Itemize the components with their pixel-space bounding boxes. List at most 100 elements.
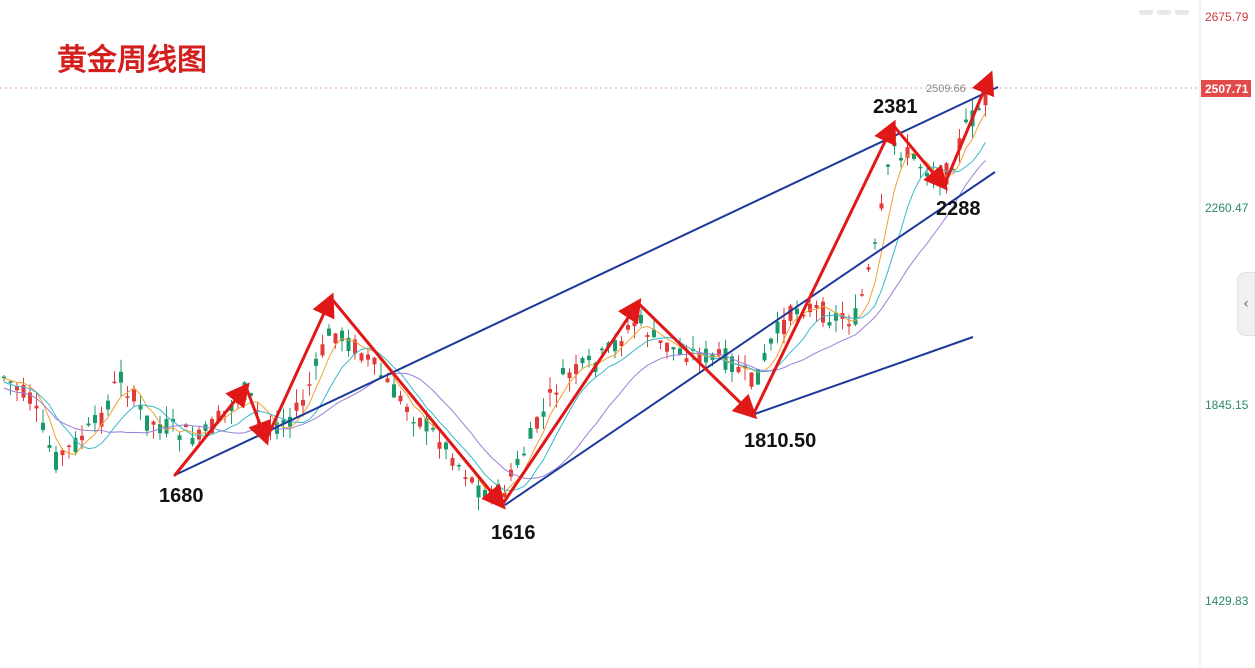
high-marker-label: 2509.66: [926, 83, 966, 95]
wave-arrow: [173, 382, 250, 477]
candle-body: [730, 356, 734, 373]
candle-body: [470, 477, 474, 483]
wave-arrow: [891, 123, 948, 191]
candle-body: [678, 348, 682, 355]
candle-body: [249, 393, 253, 396]
candle-body: [444, 442, 448, 450]
chart-title: 黄金周线图: [57, 43, 207, 78]
candle-body: [977, 108, 981, 110]
candle-body: [320, 344, 325, 356]
candle-body: [957, 138, 962, 150]
candle-body: [294, 402, 299, 411]
candle-body: [561, 367, 565, 375]
candle-body: [645, 335, 650, 337]
low-label-1680: 1680: [159, 485, 204, 507]
candle-body: [106, 400, 110, 410]
candle-body: [164, 418, 169, 434]
candle-body: [522, 453, 526, 456]
candle-body: [788, 305, 793, 321]
candle-body: [80, 435, 84, 441]
low-label-1810: 1810.50: [744, 430, 816, 452]
wave-arrow: [942, 70, 995, 188]
candle-body: [353, 339, 357, 354]
candle-body: [431, 428, 435, 430]
candle-body: [574, 364, 578, 375]
candle-body: [749, 372, 754, 387]
candle-body: [814, 304, 819, 309]
candle-body: [457, 464, 461, 467]
candle-body: [886, 164, 890, 167]
candle-body: [424, 418, 429, 432]
y-tick-label: 2260.47: [1205, 201, 1249, 215]
candle-body: [47, 445, 52, 448]
candle-body: [847, 324, 851, 327]
candle-body: [879, 203, 884, 209]
candle-body: [216, 410, 221, 423]
candle-body: [808, 303, 812, 313]
wave-arrow: [500, 298, 642, 507]
candle-body: [736, 366, 741, 373]
candles: [2, 90, 988, 511]
y-tick-label: 1845.15: [1205, 398, 1249, 412]
candle-body: [535, 417, 539, 429]
candle-body: [964, 119, 968, 123]
candle-body: [210, 418, 214, 434]
candle-body: [138, 405, 143, 410]
candle-body: [775, 321, 780, 334]
candle-body: [437, 442, 442, 449]
candle-body: [626, 325, 630, 330]
candle-body: [379, 375, 383, 378]
candle-body: [405, 406, 409, 413]
candle-body: [301, 399, 305, 406]
candle-body: [951, 169, 955, 171]
candle-body: [684, 358, 689, 362]
candle-body: [67, 445, 71, 448]
candle-body: [8, 381, 13, 383]
candle-body: [567, 372, 572, 379]
candle-body: [554, 392, 559, 395]
candle-body: [119, 371, 123, 383]
wave-arrows: [173, 70, 995, 510]
candle-body: [340, 330, 344, 342]
candle-body: [346, 337, 351, 352]
candle-body: [476, 485, 481, 498]
candle-body: [795, 308, 799, 315]
candle-body: [697, 352, 702, 363]
chevron-left-icon[interactable]: ‹: [1237, 272, 1255, 336]
wave-arrow: [751, 119, 896, 417]
wave-arrow: [636, 301, 758, 420]
candle-body: [372, 357, 377, 365]
candle-body: [905, 147, 910, 158]
candle-body: [411, 422, 416, 424]
channel-middle-line: [504, 171, 996, 506]
candle-body: [28, 392, 32, 404]
candle-body: [262, 424, 266, 427]
candle-body: [190, 437, 195, 445]
candle-body: [899, 157, 903, 161]
candle-body: [866, 267, 871, 270]
candle-body: [385, 378, 390, 383]
candle-body: [580, 358, 585, 364]
candle-body: [665, 342, 669, 352]
candle-body: [717, 349, 721, 356]
candle-body: [925, 172, 929, 177]
candle-body: [587, 355, 591, 361]
candle-body: [314, 358, 318, 366]
candle-body: [463, 477, 468, 480]
candle-body: [541, 411, 546, 417]
candle-body: [184, 424, 188, 428]
candle-body: [15, 386, 19, 391]
toolbar-stub: [1135, 0, 1195, 15]
candle-body: [2, 376, 6, 379]
candle-body: [275, 422, 279, 434]
candle-body: [873, 242, 877, 244]
candle-body: [307, 384, 312, 386]
candle-body: [528, 428, 533, 439]
candle-body: [983, 92, 988, 106]
candle-body: [671, 347, 676, 350]
ma-mid-line: [3, 142, 986, 492]
candle-body: [73, 437, 78, 453]
candle-body: [86, 423, 91, 426]
channel-lower-line: [751, 336, 974, 416]
